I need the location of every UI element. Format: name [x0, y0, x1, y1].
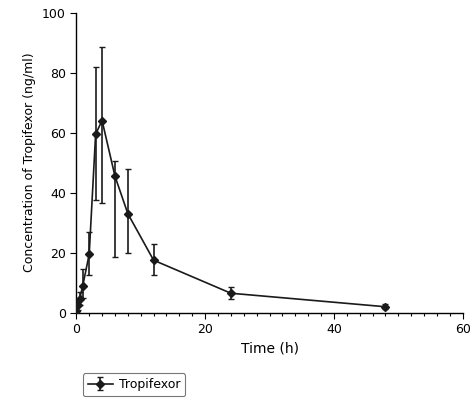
Y-axis label: Concentration of Tropifexor (ng/ml): Concentration of Tropifexor (ng/ml)	[23, 53, 36, 272]
Legend: Tropifexor: Tropifexor	[82, 373, 185, 396]
X-axis label: Time (h): Time (h)	[240, 342, 298, 356]
